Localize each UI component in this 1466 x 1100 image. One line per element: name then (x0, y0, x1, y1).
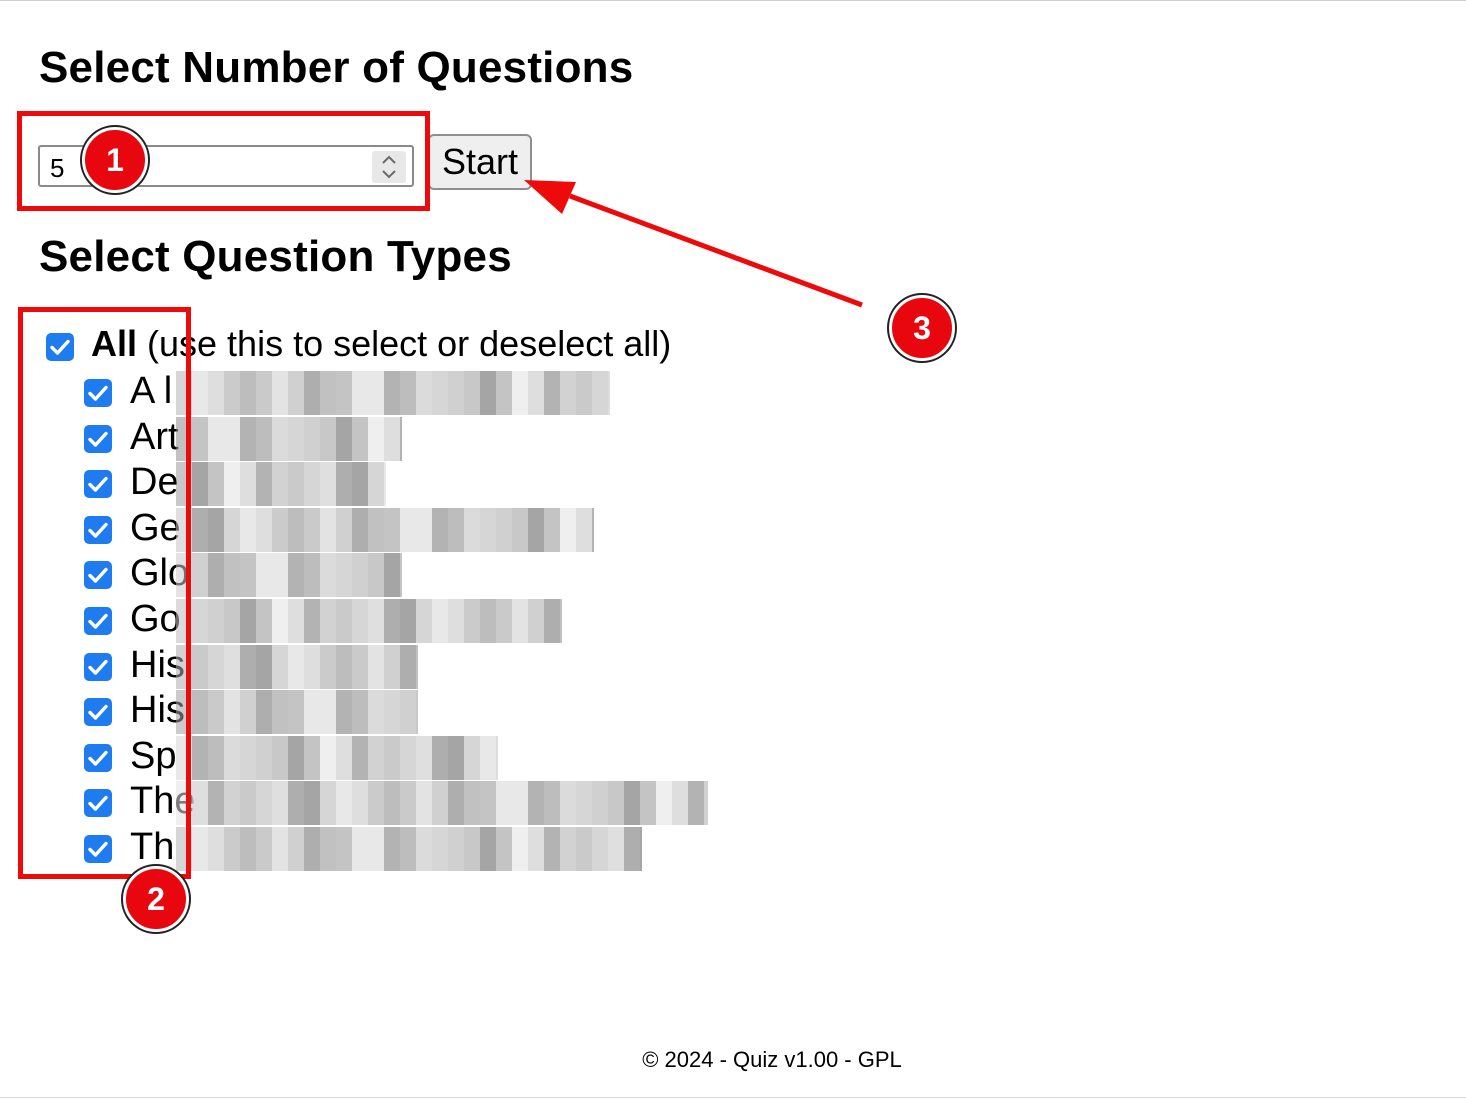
annotation-badge-3: 3 (889, 295, 955, 361)
all-checkbox-label[interactable]: All (use this to select or deselect all) (91, 322, 671, 366)
question-type-label[interactable]: Art (130, 416, 179, 458)
spinner-stepper[interactable] (372, 151, 406, 183)
annotation-box-1 (17, 111, 430, 211)
redacted-label-pixelation (176, 781, 708, 825)
checkmark-icon (88, 522, 108, 538)
question-type-label[interactable]: Th (130, 826, 175, 868)
question-type-checkbox[interactable] (84, 470, 112, 498)
checkmark-icon (88, 704, 108, 720)
question-type-checkbox[interactable] (84, 379, 112, 407)
redacted-label-pixelation (176, 417, 402, 461)
all-label-bold: All (91, 323, 138, 364)
checkmark-icon (88, 841, 108, 857)
question-type-label[interactable]: His (130, 689, 185, 731)
question-type-checkbox[interactable] (84, 698, 112, 726)
question-type-checkbox[interactable] (84, 653, 112, 681)
annotation-badge-1: 1 (82, 127, 148, 193)
question-type-checkbox[interactable] (84, 516, 112, 544)
redacted-label-pixelation (176, 645, 418, 689)
checkmark-icon (88, 567, 108, 583)
question-type-label[interactable]: A l (130, 370, 173, 412)
stepper-arrows-icon (382, 155, 396, 179)
start-button[interactable]: Start (428, 134, 532, 190)
question-type-label[interactable]: Go (130, 598, 181, 640)
question-type-label[interactable]: Sp (130, 735, 177, 777)
question-type-label[interactable]: De (130, 461, 179, 503)
question-type-checkbox[interactable] (84, 789, 112, 817)
question-type-checkbox[interactable] (84, 425, 112, 453)
question-type-checkbox[interactable] (84, 744, 112, 772)
question-type-label[interactable]: Ge (130, 507, 181, 549)
all-label-hint: (use this to select or deselect all) (137, 323, 672, 364)
number-of-questions-heading: Select Number of Questions (39, 43, 634, 92)
annotation-badge-2: 2 (123, 866, 189, 932)
question-type-checkbox[interactable] (84, 835, 112, 863)
checkmark-icon (50, 339, 70, 355)
checkmark-icon (88, 795, 108, 811)
question-type-checkbox[interactable] (84, 561, 112, 589)
question-type-label[interactable]: His (130, 644, 185, 686)
checkmark-icon (88, 476, 108, 492)
question-count-value: 5 (50, 153, 65, 183)
checkmark-icon (88, 385, 108, 401)
question-types-heading: Select Question Types (39, 232, 512, 281)
question-type-checkbox[interactable] (84, 607, 112, 635)
annotation-box-2 (18, 307, 191, 879)
footer-text: © 2024 - Quiz v1.00 - GPL (642, 1047, 902, 1072)
checkmark-icon (88, 613, 108, 629)
redacted-label-pixelation (176, 371, 610, 415)
all-checkbox[interactable] (46, 333, 74, 361)
bottom-divider (0, 1097, 1466, 1098)
redacted-label-pixelation (176, 827, 642, 871)
redacted-label-pixelation (176, 553, 402, 597)
checkmark-icon (88, 659, 108, 675)
redacted-label-pixelation (176, 690, 418, 734)
redacted-label-pixelation (176, 599, 562, 643)
redacted-label-pixelation (176, 462, 386, 506)
redacted-label-pixelation (176, 508, 594, 552)
redacted-label-pixelation (176, 736, 498, 780)
checkmark-icon (88, 750, 108, 766)
checkmark-icon (88, 431, 108, 447)
top-divider (0, 0, 1466, 1)
